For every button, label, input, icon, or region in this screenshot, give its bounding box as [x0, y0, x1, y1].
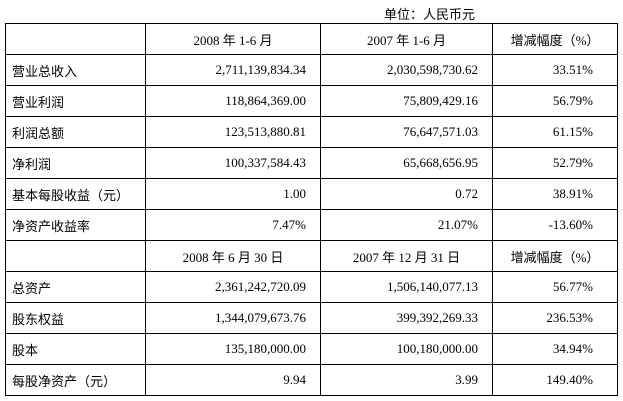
row-label: 基本每股收益（元） [5, 178, 146, 210]
cell: 56.77% [492, 271, 618, 303]
data-row: 基本每股收益（元） 1.00 0.72 38.91% [5, 178, 618, 210]
cell: 1.00 [145, 178, 321, 210]
row-label: 每股净资产（元） [5, 364, 146, 396]
cell: 2,711,139,834.34 [145, 54, 321, 86]
cell: 0.72 [320, 178, 493, 210]
row-label: 利润总额 [5, 116, 146, 148]
cell: 100,180,000.00 [320, 333, 493, 365]
data-row: 净资产收益率 7.47% 21.07% -13.60% [5, 209, 618, 241]
cell: 65,668,656.95 [320, 147, 493, 179]
cell: 3.99 [320, 364, 493, 396]
row-label: 营业利润 [5, 85, 146, 117]
cell: 2,361,242,720.09 [145, 271, 321, 303]
header-cell: 2007 年 12 月 31 日 [320, 240, 493, 272]
header-cell: 增减幅度（%） [492, 240, 618, 272]
header-cell [5, 23, 146, 55]
data-row: 营业利润 118,864,369.00 75,809,429.16 56.79% [5, 85, 618, 117]
header-cell [5, 240, 146, 272]
row-label: 股本 [5, 333, 146, 365]
financial-table: 2008 年 1-6 月 2007 年 1-6 月增减幅度（%） 营业总收入 2,71… [5, 23, 618, 396]
row-label: 净资产收益率 [5, 209, 146, 241]
cell: 61.15% [492, 116, 618, 148]
data-row: 股本 135,180,000.00 100,180,000.00 34.94% [5, 333, 618, 365]
cell: 123,513,880.81 [145, 116, 321, 148]
cell: 135,180,000.00 [145, 333, 321, 365]
cell: 56.79% [492, 85, 618, 117]
cell: 1,344,079,673.76 [145, 302, 321, 334]
cell: 75,809,429.16 [320, 85, 493, 117]
unit-label: 单位：人民币元 [384, 7, 476, 22]
data-row: 利润总额 123,513,880.81 76,647,571.03 61.15% [5, 116, 618, 148]
row-label: 股东权益 [5, 302, 146, 334]
cell: 9.94 [145, 364, 321, 396]
cell: 1,506,140,077.13 [320, 271, 493, 303]
header-row: 2008 年 1-6 月 2007 年 1-6 月增减幅度（%） [5, 23, 618, 55]
row-label: 净利润 [5, 147, 146, 179]
header-cell: 2007 年 1-6 月 [320, 23, 493, 55]
row-label: 总资产 [5, 271, 146, 303]
cell: 52.79% [492, 147, 618, 179]
cell: 76,647,571.03 [320, 116, 493, 148]
row-label: 营业总收入 [5, 54, 146, 86]
header-row: 2008 年 6 月 30 日 2007 年 12 月 31 日增减幅度（%） [5, 240, 618, 272]
cell: 236.53% [492, 302, 618, 334]
cell: 2,030,598,730.62 [320, 54, 493, 86]
header-cell: 2008 年 1-6 月 [145, 23, 321, 55]
cell: 149.40% [492, 364, 618, 396]
data-row: 总资产 2,361,242,720.09 1,506,140,077.13 56.77… [5, 271, 618, 303]
cell: 7.47% [145, 209, 321, 241]
data-row: 净利润 100,337,584.43 65,668,656.95 52.79% [5, 147, 618, 179]
data-row: 营业总收入 2,711,139,834.34 2,030,598,730.62 33.… [5, 54, 618, 86]
header-cell: 2008 年 6 月 30 日 [145, 240, 321, 272]
cell: -13.60% [492, 209, 618, 241]
cell: 34.94% [492, 333, 618, 365]
cell: 38.91% [492, 178, 618, 210]
header-cell: 增减幅度（%） [492, 23, 618, 55]
cell: 21.07% [320, 209, 493, 241]
data-row: 股东权益 1,344,079,673.76 399,392,269.33 236.53… [5, 302, 618, 334]
table-body: 2008 年 1-6 月 2007 年 1-6 月增减幅度（%） 营业总收入 2,71… [5, 23, 618, 396]
cell: 118,864,369.00 [145, 85, 321, 117]
cell: 100,337,584.43 [145, 147, 321, 179]
cell: 33.51% [492, 54, 618, 86]
data-row: 每股净资产（元） 9.94 3.99 149.40% [5, 364, 618, 396]
cell: 399,392,269.33 [320, 302, 493, 334]
